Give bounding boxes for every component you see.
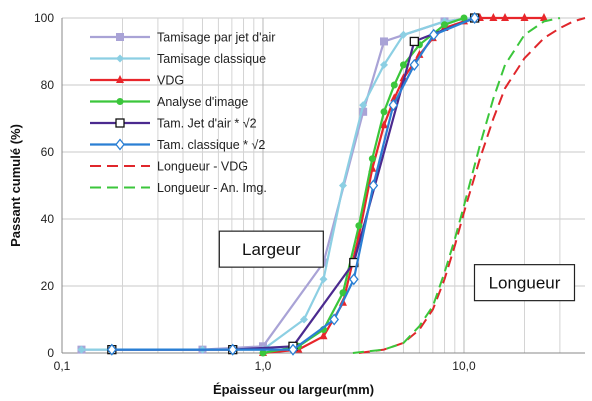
- data-point: [539, 13, 548, 21]
- legend-label: Tam. Jet d'air * √2: [157, 117, 257, 131]
- series-line: [111, 16, 476, 351]
- data-point: [288, 343, 298, 356]
- data-point: [319, 331, 328, 340]
- data-point: [441, 21, 449, 29]
- legend: Tamisage par jet d'air Tamisage classique…: [90, 31, 275, 195]
- x-axis-title: Épaisseur ou largeur(mm): [213, 382, 374, 397]
- legend-label: Longueur - An. Img.: [157, 181, 267, 195]
- annotation-box: Longueur: [473, 264, 576, 302]
- data-point: [77, 345, 86, 354]
- data-point: [116, 98, 124, 105]
- series-6: [358, 17, 586, 354]
- y-tick-label: 20: [41, 279, 55, 293]
- x-tick-label: 1,0: [255, 359, 272, 373]
- data-point: [115, 118, 125, 128]
- data-point: [380, 120, 389, 129]
- annotation-label: Largeur: [242, 240, 301, 259]
- legend-label: Tam. classique * √2: [157, 138, 265, 152]
- data-point: [380, 60, 389, 69]
- annotation-frame: [473, 264, 576, 302]
- data-point: [339, 289, 347, 297]
- legend-label: Longueur - VDG: [157, 160, 248, 174]
- data-point: [227, 343, 238, 356]
- data-point: [380, 108, 388, 116]
- data-point: [300, 315, 309, 324]
- data-point: [348, 273, 359, 286]
- x-tick-label: 10,0: [452, 359, 476, 373]
- data-point: [520, 13, 529, 21]
- series-line: [352, 17, 561, 354]
- data-point: [388, 99, 399, 112]
- y-tick-label: 100: [34, 11, 54, 25]
- series-5: [107, 11, 480, 356]
- data-point: [107, 343, 117, 356]
- data-point: [116, 33, 124, 41]
- data-point: [399, 61, 407, 69]
- legend-label: Tamisage par jet d'air: [157, 31, 275, 45]
- series-line: [358, 17, 586, 354]
- series-line: [262, 16, 465, 355]
- data-point: [368, 179, 379, 192]
- data-point: [355, 222, 363, 230]
- data-point: [359, 101, 368, 110]
- data-point: [329, 313, 340, 326]
- data-point: [338, 181, 347, 190]
- y-tick-label: 0: [47, 346, 54, 360]
- data-point: [428, 28, 439, 41]
- x-tick-label: 0,1: [54, 359, 71, 373]
- data-point: [380, 37, 389, 46]
- y-axis-title: Passant cumulé (%): [8, 124, 23, 247]
- data-point: [409, 36, 419, 47]
- y-tick-label: 40: [41, 212, 55, 226]
- data-point: [390, 81, 398, 89]
- data-point: [409, 58, 420, 71]
- data-point: [501, 13, 510, 21]
- series-7: [352, 17, 561, 354]
- data-point: [319, 275, 328, 284]
- annotation-label: Longueur: [489, 274, 561, 293]
- data-point: [259, 349, 267, 357]
- annotation-box: Largeur: [218, 230, 324, 268]
- data-point: [368, 155, 376, 163]
- annotation-frame: [218, 230, 324, 268]
- data-point: [359, 107, 368, 116]
- data-point: [489, 13, 498, 21]
- data-point: [460, 14, 468, 22]
- legend-label: VDG: [157, 74, 184, 88]
- legend-label: Analyse d'image: [157, 95, 248, 109]
- legend-label: Tamisage classique: [157, 52, 266, 66]
- data-point: [116, 54, 124, 63]
- data-point: [116, 75, 124, 83]
- data-point: [399, 30, 408, 39]
- data-point: [469, 11, 480, 25]
- data-point: [115, 138, 125, 151]
- y-tick-label: 80: [41, 78, 55, 92]
- y-tick-label: 60: [41, 145, 55, 159]
